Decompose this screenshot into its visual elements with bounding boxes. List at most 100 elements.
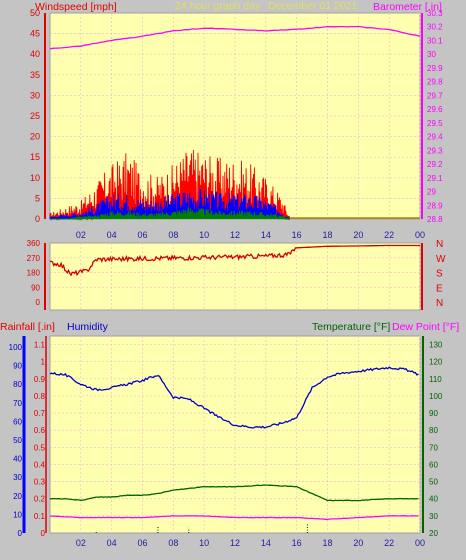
humidity-y-tick-label: 90 xyxy=(13,362,22,371)
barometer-line xyxy=(49,25,421,50)
compass-label: W xyxy=(436,254,446,265)
windspeed-label: Windspeed [mph] xyxy=(35,1,117,13)
humidity-line xyxy=(49,366,419,429)
humidity-y-tick-label: 10 xyxy=(13,510,22,519)
temperature-y-tick-label: 120 xyxy=(429,358,443,367)
rainfall-y-tick-label: 1.1 xyxy=(34,341,46,350)
rainfall-y-tick-label: 0.5 xyxy=(34,443,46,452)
rainfall-y-tick-label: 0.8 xyxy=(34,392,46,401)
dewpoint-line xyxy=(49,515,419,521)
direction-y-tick-label: 0 xyxy=(36,298,41,307)
direction-y-tick-label: 90 xyxy=(31,283,40,292)
humidity-x-tick-label: 16 xyxy=(292,538,302,548)
wind-x-tick-label: 08 xyxy=(168,230,178,240)
direction-y-tick-label: 360 xyxy=(27,239,41,248)
wind-y-tick-label: 20 xyxy=(30,132,40,142)
barometer-y-tick-label: 30.1 xyxy=(427,36,443,45)
rainfall-y-tick-label: 0.4 xyxy=(34,460,46,469)
temperature-y-tick-label: 30 xyxy=(429,512,438,521)
wind-y-tick-label: 35 xyxy=(30,70,40,80)
wind-y-tick-label: 0 xyxy=(35,214,40,224)
compass-label: N xyxy=(436,298,443,309)
temperature-line xyxy=(49,484,419,502)
temperature-y-tick-label: 100 xyxy=(429,392,443,401)
wind-x-tick-label: 02 xyxy=(76,230,86,240)
wind-x-tick-label: 00 xyxy=(415,230,425,240)
wind-direction-line xyxy=(49,244,420,277)
temperature-y-tick-label: 90 xyxy=(429,409,438,418)
barometer-y-tick-label: 29.8 xyxy=(427,78,443,87)
humidity-y-tick-label: 70 xyxy=(13,399,22,408)
temperature-y-tick-label: 40 xyxy=(429,495,438,504)
barometer-y-tick-label: 29.7 xyxy=(427,91,443,100)
wind-y-tick-label: 5 xyxy=(35,193,40,203)
rainfall-label: Rainfall [.in] xyxy=(0,321,55,333)
barometer-y-tick-label: 30 xyxy=(427,50,436,59)
humidity-y-tick-label: 30 xyxy=(13,473,22,482)
barometer-label: Barometer [.in] xyxy=(373,1,442,13)
humidity-y-tick-label: 80 xyxy=(13,380,22,389)
direction-y-tick-label: 180 xyxy=(27,269,41,278)
wind-x-tick-label: 06 xyxy=(137,230,147,240)
wind-x-tick-label: 10 xyxy=(199,230,209,240)
wind-y-tick-label: 40 xyxy=(30,49,40,59)
barometer-y-tick-label: 29.1 xyxy=(427,174,443,183)
temperature-label: Temperature [°F] xyxy=(312,321,390,333)
humidity-x-tick-label: 20 xyxy=(353,538,363,548)
barometer-y-tick-label: 29.3 xyxy=(427,146,443,155)
rainfall-y-tick-label: 0.1 xyxy=(34,512,46,521)
barometer-y-tick-label: 29.9 xyxy=(427,64,443,73)
dewpoint-label: Dew Point [°F] xyxy=(392,321,459,333)
wind-y-tick-label: 15 xyxy=(30,152,40,162)
wind-x-tick-label: 12 xyxy=(230,230,240,240)
wind-x-tick-label: 14 xyxy=(261,230,271,240)
barometer-y-tick-label: 29 xyxy=(427,188,436,197)
wind-x-tick-label: 20 xyxy=(353,230,363,240)
humidity-y-tick-label: 40 xyxy=(13,455,22,464)
humidity-x-tick-label: 04 xyxy=(107,538,117,548)
wind-min-series xyxy=(50,207,291,221)
wind-x-tick-label: 18 xyxy=(322,230,332,240)
humidity-x-tick-label: 12 xyxy=(230,538,240,548)
wind-y-tick-label: 10 xyxy=(30,173,40,183)
humidity-y-tick-label: 0 xyxy=(18,529,23,538)
barometer-y-tick-label: 30.2 xyxy=(427,23,443,32)
temperature-y-tick-label: 70 xyxy=(429,443,438,452)
rainfall-y-tick-label: 0.3 xyxy=(34,478,46,487)
temperature-y-tick-label: 130 xyxy=(429,341,443,350)
rainfall-y-tick-label: 0 xyxy=(41,529,46,538)
compass-label: E xyxy=(436,283,443,294)
wind-x-tick-label: 04 xyxy=(107,230,117,240)
wind-y-tick-label: 45 xyxy=(30,29,40,39)
humidity-x-tick-label: 10 xyxy=(199,538,209,548)
humidity-x-tick-label: 18 xyxy=(322,538,332,548)
humidity-x-tick-label: 08 xyxy=(168,538,178,548)
humidity-y-tick-label: 60 xyxy=(13,417,22,426)
humidity-y-tick-label: 50 xyxy=(13,436,22,445)
barometer-y-tick-label: 30.3 xyxy=(427,9,443,18)
temperature-y-tick-label: 20 xyxy=(429,529,438,538)
barometer-y-tick-label: 29.6 xyxy=(427,105,443,114)
rainfall-y-tick-label: 1 xyxy=(41,358,46,367)
barometer-y-tick-label: 29.4 xyxy=(427,133,443,142)
rainfall-y-tick-label: 0.2 xyxy=(34,495,46,504)
humidity-x-tick-label: 22 xyxy=(384,538,394,548)
temperature-y-tick-label: 110 xyxy=(429,375,442,384)
temperature-y-tick-label: 60 xyxy=(429,460,438,469)
wind-y-tick-label: 50 xyxy=(30,8,40,18)
barometer-y-tick-label: 29.5 xyxy=(427,119,443,128)
humidity-y-tick-label: 100 xyxy=(9,343,23,352)
humidity-x-tick-label: 14 xyxy=(261,538,271,548)
rainfall-y-tick-label: 0.6 xyxy=(34,426,46,435)
rainfall-y-tick-label: 0.9 xyxy=(34,375,46,384)
barometer-y-tick-label: 28.9 xyxy=(427,201,443,210)
humidity-y-tick-label: 20 xyxy=(13,492,22,501)
direction-y-tick-label: 270 xyxy=(27,254,41,263)
temperature-y-tick-label: 80 xyxy=(429,426,438,435)
barometer-y-tick-label: 29.2 xyxy=(427,160,443,169)
humidity-x-tick-label: 02 xyxy=(76,538,86,548)
wind-x-tick-label: 16 xyxy=(292,230,302,240)
wind-x-tick-label: 22 xyxy=(384,230,394,240)
